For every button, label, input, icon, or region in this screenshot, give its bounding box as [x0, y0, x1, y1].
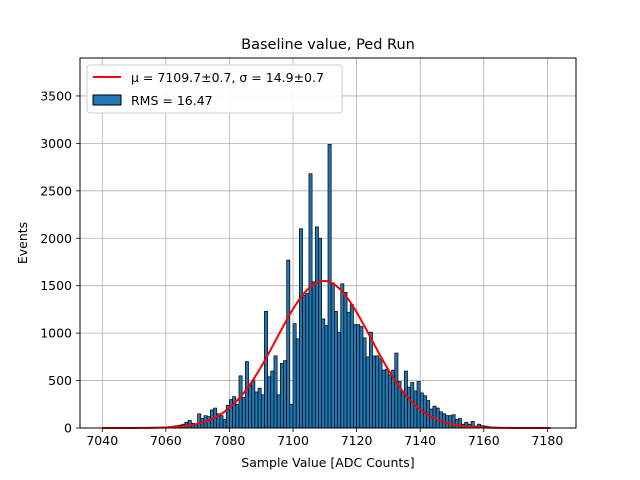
histogram-bar [400, 391, 405, 429]
histogram-bar [302, 294, 307, 429]
histogram-bar [248, 384, 253, 429]
x-axis-label: Sample Value [ADC Counts] [241, 455, 414, 470]
axes-frame [79, 57, 577, 429]
histogram-bar [314, 226, 319, 429]
histogram-bar [197, 413, 202, 429]
legend: μ = 7109.7±0.7, σ = 14.9±0.7 RMS = 16.47 [86, 64, 343, 114]
histogram-bar [448, 415, 453, 429]
histogram-bar [305, 292, 310, 429]
histogram-bar [416, 381, 421, 429]
y-tick-label: 3000 [40, 136, 72, 151]
histogram-bar [435, 407, 440, 429]
chart-title: Baseline value, Ped Run [241, 37, 415, 53]
x-tick-label: 7040 [86, 433, 118, 448]
histogram-bar [451, 414, 456, 429]
histogram-bar [292, 323, 297, 429]
x-tick-label: 7160 [468, 433, 500, 448]
histogram-bar [403, 370, 408, 429]
histogram-bar [375, 355, 380, 429]
histogram-bar [407, 386, 412, 429]
histogram-bar [346, 311, 351, 429]
histogram-bar [222, 419, 227, 429]
y-axis-label: Events [15, 222, 30, 264]
histogram-bar [340, 283, 345, 429]
histogram-bar [229, 399, 233, 429]
x-tick-label: 7060 [150, 433, 182, 448]
histogram-bar [337, 331, 342, 429]
histogram-bar [429, 408, 434, 429]
histogram-bar [264, 310, 268, 429]
histogram-bar [334, 310, 338, 429]
histogram-bar [267, 376, 272, 429]
gaussian-fit [102, 279, 551, 429]
histogram-bar [410, 382, 415, 429]
histogram-bar [260, 394, 265, 429]
x-tick-label: 7080 [214, 433, 246, 448]
histogram-bar [286, 259, 291, 429]
histogram-bar [327, 143, 332, 429]
histogram-bar [241, 397, 246, 429]
histogram-bar [324, 325, 329, 429]
histogram-bar [251, 380, 256, 429]
x-tick-label: 7100 [277, 433, 309, 448]
y-tick-label: 1000 [40, 326, 72, 341]
histogram-bar [206, 416, 211, 429]
histogram-bar [343, 291, 348, 429]
histogram-bar [270, 370, 275, 429]
histogram-bar [308, 173, 313, 429]
histogram-bar [330, 282, 335, 429]
y-tick-label: 2500 [40, 183, 72, 198]
y-axis-ticks: 0 500 1000 1500 2000 2500 3000 3500 [40, 88, 80, 436]
legend-fit-label: μ = 7109.7±0.7, σ = 14.9±0.7 [131, 70, 324, 85]
histogram-bar [372, 355, 377, 429]
histogram-bar [276, 394, 281, 429]
histogram-bar [365, 356, 370, 429]
histogram-bar [384, 368, 389, 429]
histogram-bar [353, 324, 357, 429]
histogram-bar [257, 387, 262, 429]
y-tick-label: 1500 [40, 278, 72, 293]
histogram-bar [219, 415, 224, 429]
x-tick-label: 7180 [531, 433, 563, 448]
histogram-bars [152, 143, 526, 429]
y-tick-label: 500 [48, 373, 72, 388]
x-axis-ticks: 7040 7060 7080 7100 7120 7140 7160 7180 [86, 428, 563, 448]
histogram-bar [295, 338, 300, 429]
histogram-bar [235, 403, 240, 429]
histogram-bar [321, 318, 326, 429]
histogram-bar [368, 331, 373, 429]
histogram-bar [273, 355, 278, 429]
histogram-bar [359, 326, 364, 429]
histogram-bar [378, 358, 383, 429]
histogram-bar [356, 324, 361, 429]
fit-curve [102, 279, 551, 429]
histogram-bar [311, 281, 316, 429]
histogram-bar [238, 375, 243, 429]
histogram-bar [388, 374, 392, 429]
histogram-bar [349, 304, 354, 429]
y-tick-label: 0 [64, 421, 72, 436]
histogram-bar [283, 360, 288, 429]
histogram-bar [362, 337, 367, 429]
legend-histogram-swatch [92, 94, 122, 106]
x-tick-label: 7120 [341, 433, 373, 448]
histogram-bar [318, 237, 322, 429]
histogram-bar [254, 391, 259, 429]
histogram-bar [394, 352, 399, 429]
histogram-bar [454, 419, 459, 429]
x-tick-label: 7140 [404, 433, 436, 448]
histogram-bar [289, 403, 294, 429]
histogram-bar [279, 363, 284, 429]
legend-histogram-label: RMS = 16.47 [131, 93, 213, 108]
histogram-bar [244, 361, 249, 429]
histogram-bar [413, 390, 418, 429]
histogram-bar [381, 369, 386, 429]
y-tick-label: 2000 [40, 231, 72, 246]
legend-box [86, 64, 343, 114]
y-tick-label: 3500 [40, 88, 72, 103]
histogram-bar [299, 228, 303, 429]
